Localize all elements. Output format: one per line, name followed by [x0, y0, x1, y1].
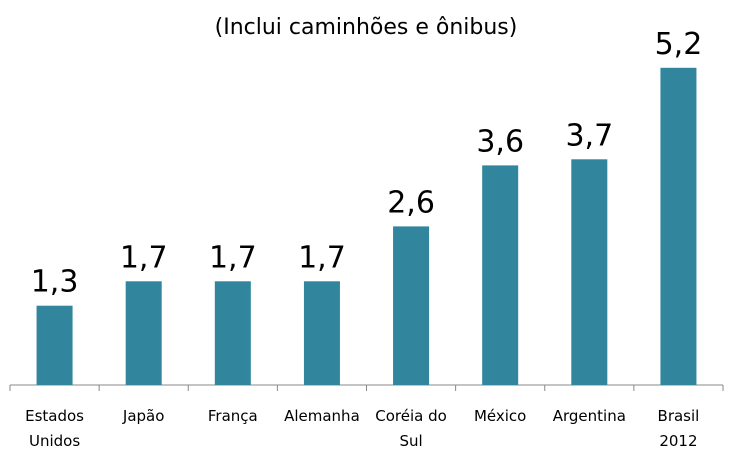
- x-tick-label: Estados Unidos: [25, 407, 84, 450]
- bar: [571, 159, 608, 385]
- data-label: 1,7: [209, 240, 257, 275]
- bar: [303, 281, 340, 385]
- data-label: 5,2: [655, 27, 703, 62]
- data-label: 2,6: [387, 185, 435, 220]
- bar: [393, 226, 430, 385]
- x-tick-label: Brasil 2012: [658, 407, 700, 450]
- x-tick-label: Argentina: [553, 407, 626, 425]
- data-label: 1,7: [120, 240, 168, 275]
- bar: [214, 281, 251, 385]
- data-label: 3,6: [476, 124, 524, 159]
- bar: [482, 165, 519, 385]
- bar: [36, 305, 73, 385]
- x-tick-label: Coréia do Sul: [375, 407, 447, 450]
- x-tick-label: Alemanha: [284, 407, 360, 425]
- x-tick-label: México: [474, 407, 526, 425]
- chart-subtitle: (Inclui caminhões e ônibus): [215, 15, 518, 40]
- x-tick-label: Japão: [122, 407, 165, 425]
- data-label: 1,7: [298, 240, 346, 275]
- bar: [660, 67, 697, 386]
- bar: [125, 281, 162, 385]
- data-label: 1,3: [31, 265, 79, 300]
- x-tick-label: França: [208, 407, 258, 425]
- data-label: 3,7: [565, 118, 613, 153]
